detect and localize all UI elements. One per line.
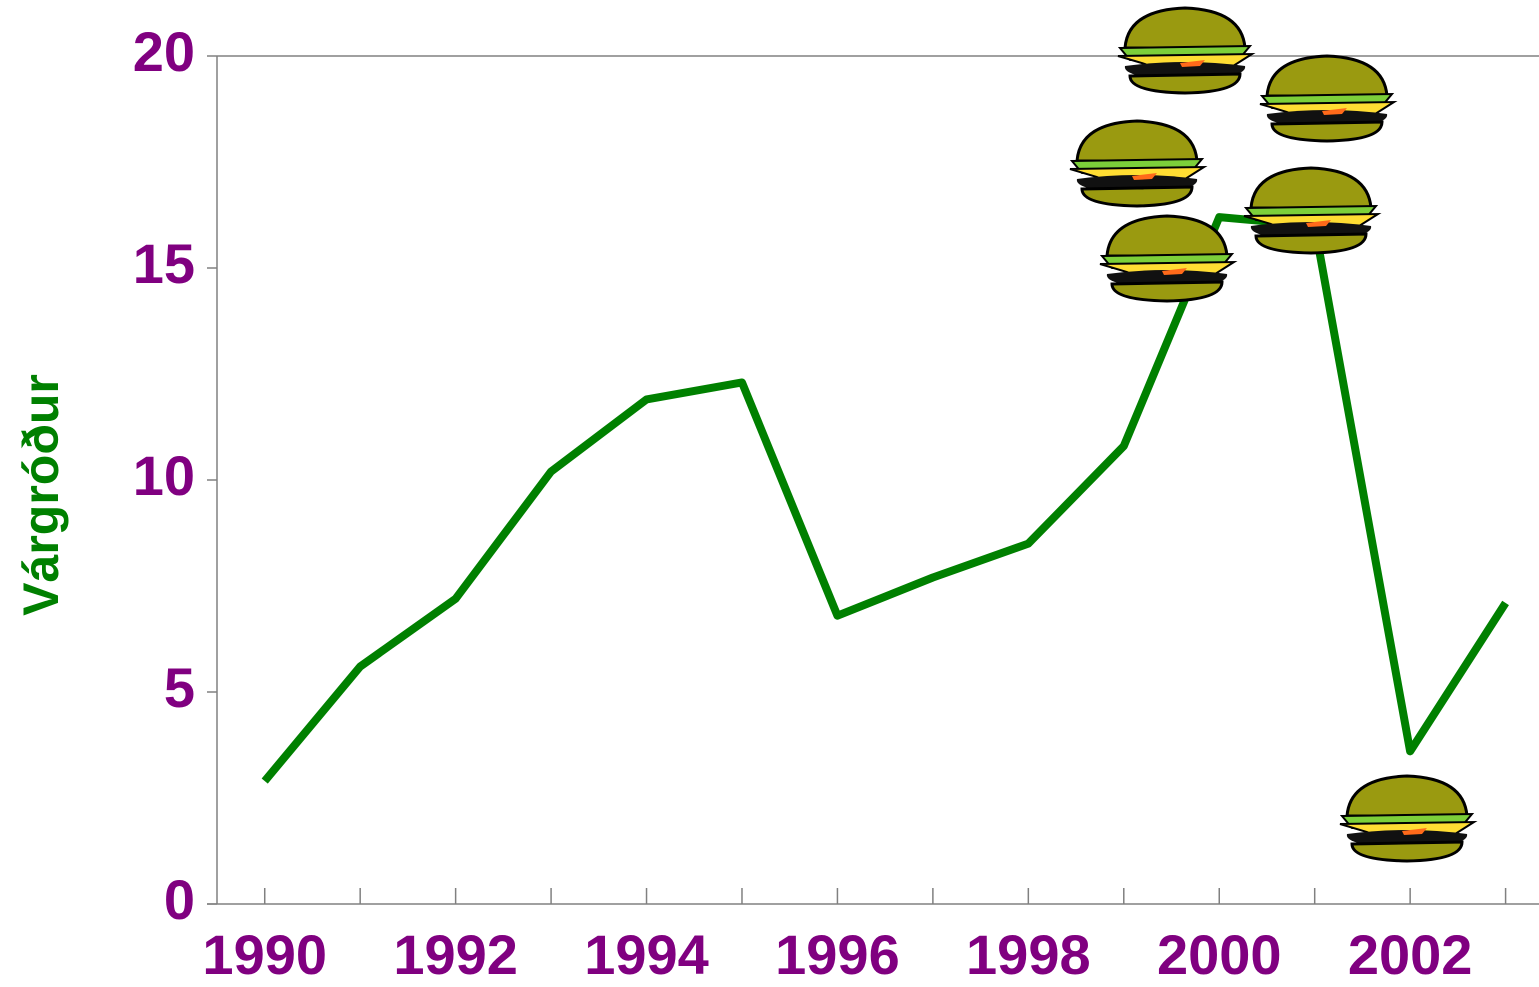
y-axis-label: Várgróður xyxy=(13,374,69,616)
y-tick-label: 0 xyxy=(164,868,195,931)
data-line xyxy=(265,217,1506,781)
x-tick-label: 1996 xyxy=(775,923,900,986)
x-tick-label: 1992 xyxy=(393,923,518,986)
x-tick-label: 2000 xyxy=(1157,923,1282,986)
x-tick-label: 2002 xyxy=(1348,923,1473,986)
x-tick-label: 1990 xyxy=(202,923,327,986)
x-tick-label: 1998 xyxy=(966,923,1091,986)
y-tick-label: 15 xyxy=(133,232,195,295)
x-tick-label: 1994 xyxy=(584,923,709,986)
burger-icon xyxy=(1340,776,1474,861)
y-tick-label: 5 xyxy=(164,656,195,719)
burger-icon xyxy=(1244,168,1378,253)
page: {"chart_data": {"type": "line", "y_label… xyxy=(0,0,1539,987)
y-tick-label: 10 xyxy=(133,444,195,507)
burger-icon xyxy=(1070,121,1204,206)
y-tick-label: 20 xyxy=(133,20,195,83)
burger-icon xyxy=(1100,216,1234,301)
burger-icon xyxy=(1118,8,1252,93)
chart: Várgróður 0 5 10 15 20 1990 1992 1994 1996 1998 20… xyxy=(0,0,1539,987)
burger-icon xyxy=(1260,56,1394,141)
